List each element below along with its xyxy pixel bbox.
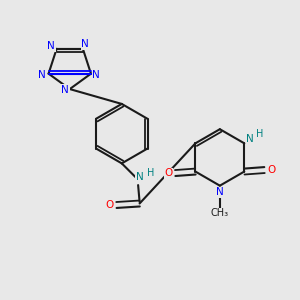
Text: N: N (92, 70, 100, 80)
Text: O: O (267, 165, 275, 175)
Text: H: H (256, 129, 263, 140)
Text: N: N (246, 134, 254, 144)
Text: N: N (81, 39, 89, 49)
Text: N: N (136, 172, 143, 182)
Text: N: N (216, 187, 224, 197)
Text: O: O (164, 168, 173, 178)
Text: N: N (47, 41, 55, 51)
Text: N: N (61, 85, 69, 95)
Text: O: O (106, 200, 114, 210)
Text: H: H (147, 168, 154, 178)
Text: N: N (38, 70, 46, 80)
Text: CH₃: CH₃ (211, 208, 229, 218)
